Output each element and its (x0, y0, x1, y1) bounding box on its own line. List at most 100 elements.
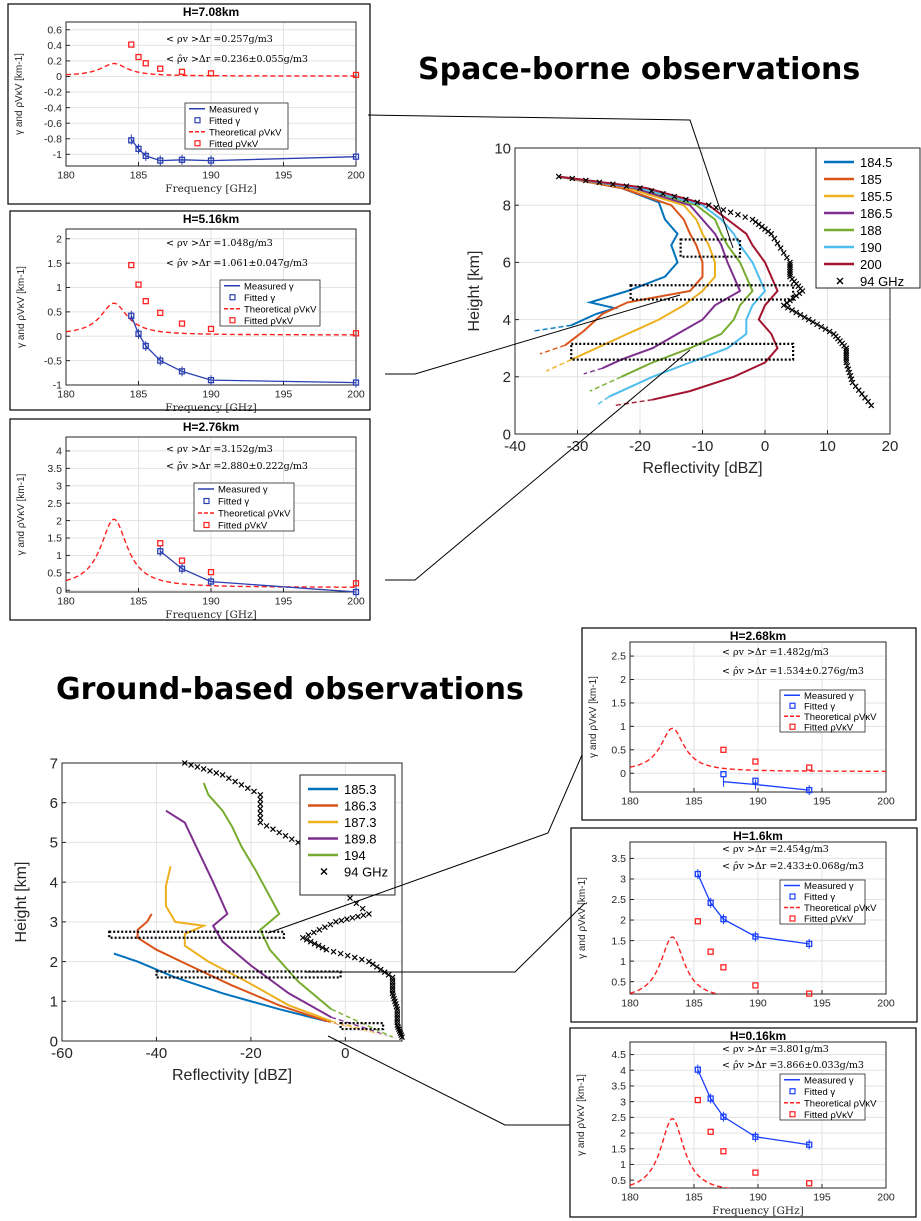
ground_h16-ylabel: γ and ρVκV [km-1] (577, 877, 588, 959)
ground_h016-xlabel: Frequency [GHz] (712, 1205, 803, 1217)
legend-swatch-fitted-theory (789, 1111, 796, 1118)
ground_profile-ytick-label: 6 (50, 795, 58, 812)
series-dashed-tail-200 (614, 399, 653, 407)
series-marker-94ghz (200, 766, 207, 772)
series-marker-94ghz (347, 895, 353, 901)
series-marker-94ghz (377, 966, 384, 973)
selection-box-1-6km (155, 970, 342, 979)
series-marker-94ghz (332, 918, 339, 925)
fitted-gamma-marker (128, 137, 135, 144)
ground_h016-xtick-label: 190 (749, 1192, 767, 1204)
space_h516-ytick-label: 2 (56, 233, 62, 245)
series-marker-94ghz (843, 354, 850, 361)
series-marker-94ghz (232, 778, 239, 785)
ground_profile-xtick-label: -60 (51, 1045, 73, 1062)
legend-label: 94 GHz (344, 865, 388, 880)
series-dashed-tail-190 (595, 396, 610, 406)
fitted-gamma-marker (178, 156, 186, 163)
series-marker-94ghz (225, 775, 232, 782)
series-line-189-8 (165, 809, 393, 1038)
ground_profile-plot-frame (61, 762, 403, 1042)
space_h516-xtick-label: 190 (202, 389, 220, 401)
ground_h16-xtick-label: 190 (749, 998, 767, 1010)
series-marker-94ghz (659, 190, 666, 197)
theoretical-curve (66, 518, 356, 588)
series-marker-94ghz (276, 829, 283, 836)
series-marker-94ghz (263, 822, 270, 829)
ground_profile-ytick-label: 1 (50, 994, 58, 1011)
ground_profile-ytick-label: 4 (50, 874, 58, 891)
legend-label: 188 (860, 223, 882, 238)
ground_h016-ytick-label: 4 (620, 1065, 626, 1077)
space_h276-xlabel: Frequency [GHz] (165, 609, 256, 621)
fitted-theory-marker (806, 1180, 813, 1187)
ground_h016-ytick-label: 2.5 (611, 1112, 626, 1124)
series-marker-94ghz (349, 914, 356, 921)
selection-box-5km (629, 284, 795, 301)
legend-label: Measured γ (804, 881, 854, 892)
series-marker-94ghz (847, 372, 854, 379)
legend-marker-94ghz (320, 868, 328, 875)
series-marker-94ghz (343, 916, 350, 923)
legend-swatch-fitted-gamma (194, 117, 201, 124)
space_h516-xtick-label: 195 (275, 389, 293, 401)
ground_h268-ytick-label: 1 (620, 721, 626, 733)
series-marker-94ghz (389, 985, 396, 991)
theoretical-curve (630, 727, 886, 772)
space_h276-ytick-label: 1.5 (47, 533, 62, 545)
space_h516-ytick-label: 1.5 (47, 258, 62, 270)
fitted-theory-marker (135, 53, 142, 61)
legend-label: Theoretical ρVκV (209, 127, 282, 138)
series-line-186-5 (558, 175, 742, 375)
fitted-gamma-marker (720, 1113, 727, 1120)
space_h516-ytick-label: 0.5 (47, 307, 62, 319)
legend-label: Fitted γ (804, 701, 835, 712)
ground_profile-ytick-label: 0 (50, 1033, 58, 1050)
fitted-gamma-marker (720, 916, 727, 923)
ground-based-heading: Ground-based observations (56, 672, 524, 707)
series-marker-94ghz (682, 196, 689, 203)
space_h708-annotation-0: < ρv >Δr =0.257g/m3 (166, 34, 273, 45)
legend-label: 190 (860, 240, 882, 255)
fitted-theory-marker (352, 330, 360, 337)
ground_h268-ytick-label: 0 (620, 768, 626, 780)
series-marker-94ghz (213, 770, 220, 776)
space_profile-xtick-label: 20 (882, 438, 899, 455)
series-marker-94ghz (846, 369, 853, 376)
ground_h16-xtick-label: 195 (813, 998, 831, 1010)
ground_profile-xtick-label: 0 (341, 1045, 349, 1062)
ground_h16-ytick-label: 1 (620, 956, 626, 968)
series-marker-94ghz (394, 1016, 401, 1023)
space-borne-heading: Space-borne observations (418, 52, 861, 87)
series-marker-94ghz (394, 1008, 401, 1015)
legend-label: Fitted ρVκV (804, 1110, 854, 1121)
series-marker-94ghz (843, 357, 850, 364)
series-marker-94ghz (742, 214, 749, 221)
legend-label: Fitted ρVκV (804, 914, 854, 925)
series-marker-94ghz (843, 345, 850, 352)
fitted-gamma-marker (157, 548, 164, 555)
series-marker-94ghz (238, 781, 245, 788)
series-marker-94ghz (337, 950, 344, 957)
connector-1-6km (305, 902, 586, 973)
legend-swatch-fitted-theory (789, 723, 796, 730)
space_h276-ytick-label: 3 (56, 480, 62, 492)
series-marker-94ghz (389, 987, 396, 994)
series-marker-94ghz (843, 359, 850, 366)
series-marker-94ghz (270, 826, 276, 833)
fitted-gamma-marker (128, 312, 135, 319)
legend-label: 185 (860, 172, 882, 187)
space_h276-xtick-label: 180 (57, 596, 75, 608)
series-marker-94ghz (399, 1034, 405, 1040)
legend-label: Fitted γ (804, 1087, 835, 1098)
series-marker-94ghz (713, 204, 719, 211)
space_h708-ytick-label: 0 (56, 71, 62, 83)
legend-label: Fitted ρVκV (804, 722, 854, 733)
series-dashed-tail-188 (589, 376, 622, 392)
legend-label: Theoretical ρVκV (804, 903, 877, 914)
legend-marker-94ghz (836, 277, 844, 285)
ground_h268-xtick-label: 200 (877, 796, 895, 808)
